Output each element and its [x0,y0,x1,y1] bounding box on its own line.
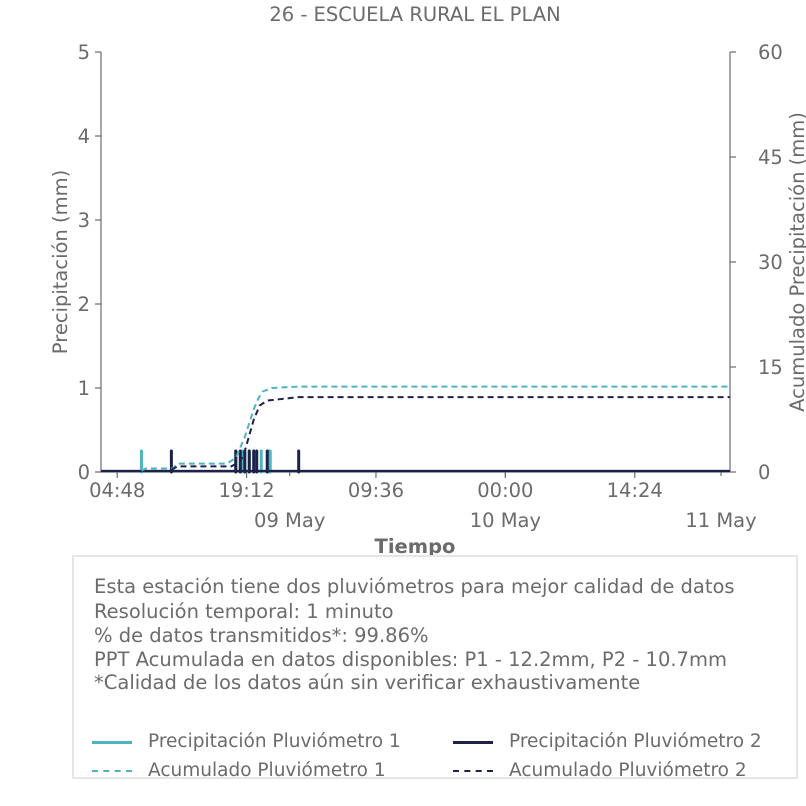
x-tick-label: 04:48 [89,479,145,502]
series-2 [101,449,730,474]
info-line-resolution: Resolución temporal: 1 minuto [94,600,394,623]
x-axis-label: Tiempo [375,535,456,558]
series-3 [140,385,730,472]
chart-title: 26 - ESCUELA RURAL EL PLAN [269,3,560,26]
y2-tick-label: 45 [758,146,783,169]
legend-label: Acumulado Pluviómetro 1 [148,760,386,781]
x-tick-label: 19:12 [218,479,274,502]
legend-label: Precipitación Pluviómetro 1 [148,731,401,752]
y-axis-label: Precipitación (mm) [49,170,72,354]
legend-label: Precipitación Pluviómetro 2 [509,731,762,752]
series-layer [101,385,730,474]
info-line-transmitted: % de datos transmitidos*: 99.86% [94,624,429,647]
rainfall-chart: 26 - ESCUELA RURAL EL PLAN 0123450153045… [49,3,806,558]
date-label: 10 May [470,509,541,532]
x-tick-label: 09:36 [348,479,404,502]
series-4 [170,396,730,471]
x-tick-label: 00:00 [477,479,533,502]
info-line-quality: *Calidad de los datos aún sin verificar … [94,671,641,694]
legend-swatch [453,770,493,772]
accum-line [170,396,730,471]
date-label: 11 May [685,509,756,532]
legend-swatch [453,741,493,744]
info-line-stations: Esta estación tiene dos pluviómetros par… [94,575,735,598]
y-tick-label: 1 [78,377,90,400]
x-tick-label: 14:24 [607,479,663,502]
info-line-accumulated: PPT Acumulada en datos disponibles: P1 -… [94,648,727,671]
y2-tick-label: 0 [758,461,770,484]
y-tick-label: 2 [78,293,90,316]
y-tick-label: 0 [78,461,90,484]
y-tick-label: 3 [78,209,90,232]
legend-swatch [92,770,132,772]
y2-tick-label: 30 [758,251,783,274]
date-label: 09 May [254,509,325,532]
series-1 [101,449,730,474]
legend-swatch [92,741,132,744]
y2-axis-label: Acumulado Precipitación (mm) [786,112,806,412]
y2-tick-label: 15 [758,356,783,379]
y-tick-label: 5 [78,41,90,64]
info-box: Esta estación tiene dos pluviómetros par… [72,555,798,781]
legend-label: Acumulado Pluviómetro 2 [509,760,747,781]
y2-tick-label: 60 [758,41,783,64]
accum-line [140,385,730,472]
y-tick-label: 4 [78,125,90,148]
